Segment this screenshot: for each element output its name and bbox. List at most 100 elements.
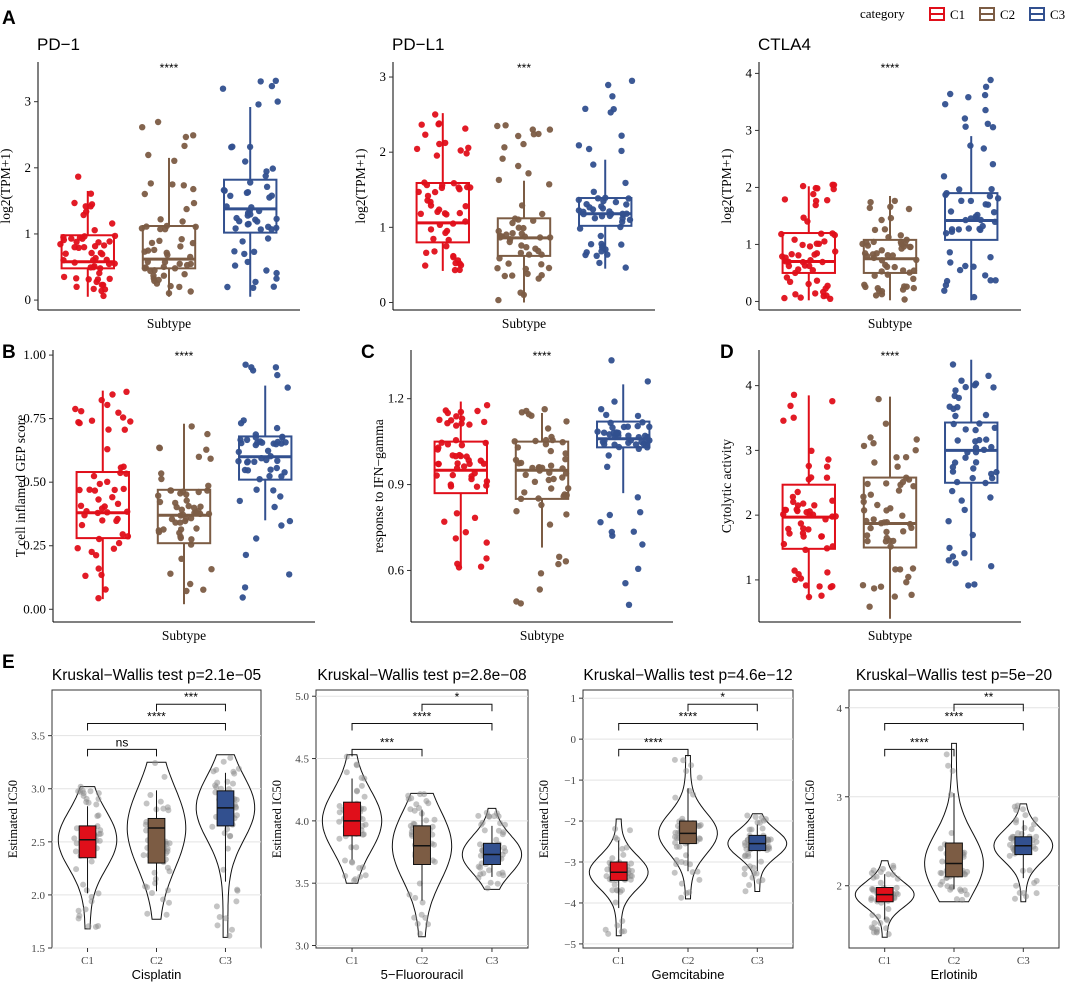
data-point (618, 241, 625, 248)
data-point (954, 437, 961, 444)
group-c3 (944, 359, 1000, 589)
data-point (62, 250, 69, 257)
data-point (762, 816, 769, 823)
data-point (545, 264, 553, 272)
data-point (422, 262, 429, 269)
data-point (949, 767, 956, 774)
data-point (152, 880, 159, 887)
data-point (509, 219, 516, 227)
data-point (604, 463, 611, 470)
data-point (172, 499, 179, 507)
data-point (598, 240, 605, 248)
data-point (982, 272, 989, 279)
data-point (812, 184, 819, 192)
data-point (178, 236, 185, 243)
data-point (71, 835, 78, 842)
data-point (597, 232, 604, 240)
data-point (263, 267, 270, 274)
violin-c2 (924, 742, 984, 903)
data-point (800, 500, 807, 507)
violin-c2 (658, 755, 718, 900)
data-point (91, 487, 99, 494)
data-point (167, 570, 174, 577)
data-point (342, 857, 348, 864)
data-point (877, 879, 884, 886)
data-point (111, 486, 118, 494)
data-point (883, 925, 890, 932)
data-point (218, 785, 224, 792)
data-point (515, 224, 522, 231)
data-point (452, 535, 459, 542)
data-point (255, 101, 262, 108)
data-point (96, 831, 103, 837)
data-point (891, 593, 898, 600)
panel-title: PD−1 (37, 35, 80, 54)
data-point (233, 898, 240, 905)
data-point (106, 238, 113, 245)
panel-title: Kruskal−Wallis test p=2.8e−08 (317, 667, 526, 684)
data-point (95, 890, 102, 897)
data-point (183, 491, 190, 498)
data-point (801, 262, 809, 269)
x-axis-label: Erlotinib (931, 967, 978, 982)
data-point (164, 251, 171, 259)
y-tick-label: 0 (571, 734, 577, 746)
data-point (100, 292, 107, 300)
y-tick-label: 5.0 (295, 691, 309, 703)
data-point (671, 869, 678, 876)
data-point (890, 864, 897, 871)
comparison-c1-c3: **** (884, 710, 1024, 731)
data-point (233, 214, 240, 222)
data-point (1013, 816, 1020, 823)
data-point (441, 518, 448, 525)
data-point (484, 885, 491, 892)
data-point (163, 911, 170, 918)
y-tick-label: 2.0 (31, 890, 45, 902)
comparison-label: * (455, 690, 460, 704)
data-point (986, 193, 994, 200)
group-c3: C3 (727, 812, 788, 967)
data-point (742, 888, 749, 895)
data-point (587, 241, 595, 248)
data-point (544, 425, 552, 432)
data-point (958, 888, 965, 895)
data-point (881, 226, 889, 233)
data-point (550, 475, 557, 483)
violin-c3 (195, 754, 256, 938)
data-point (214, 922, 221, 929)
data-point (696, 774, 703, 781)
data-point (141, 190, 148, 198)
panel-10: Kruskal−Wallis test p=5e−20 2 3 4 Estimated … (803, 667, 1060, 982)
data-point (98, 505, 106, 512)
data-point (463, 150, 470, 157)
data-point (477, 864, 484, 871)
data-point (119, 531, 126, 538)
x-tick-label: C2 (416, 955, 429, 967)
data-point (269, 165, 276, 172)
data-point (523, 244, 530, 251)
data-point (187, 288, 194, 295)
data-point (696, 835, 703, 842)
x-tick-label: C3 (486, 955, 499, 967)
data-point (895, 487, 903, 494)
comparison-label: **** (413, 710, 432, 724)
data-point (746, 882, 753, 888)
data-point (102, 586, 109, 593)
data-point (799, 182, 807, 190)
comparison-label: **** (945, 710, 964, 724)
data-point (204, 430, 211, 438)
bracket (87, 723, 226, 731)
y-tick-label: 0.00 (23, 601, 46, 616)
data-point (150, 272, 157, 279)
data-point (982, 411, 990, 419)
data-point (548, 485, 555, 492)
data-point (958, 377, 965, 384)
data-point (829, 583, 836, 590)
data-point (151, 246, 158, 254)
data-point (903, 579, 910, 586)
data-point (563, 418, 570, 425)
data-point (694, 868, 701, 875)
data-point (805, 526, 812, 533)
data-point (598, 203, 605, 210)
data-point (509, 272, 516, 279)
